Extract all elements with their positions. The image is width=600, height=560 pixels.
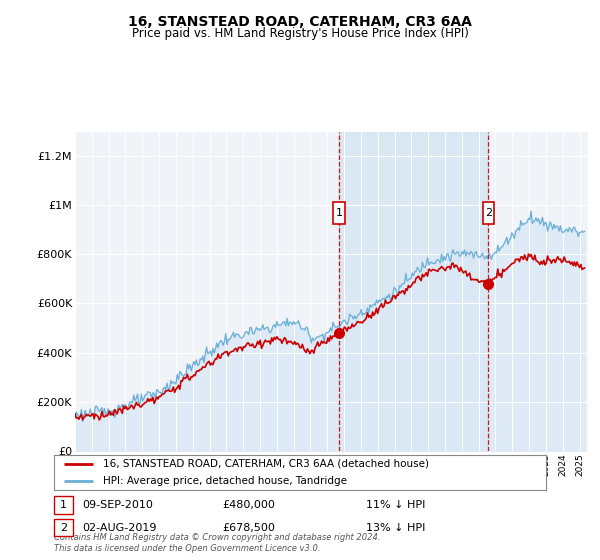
Text: 02-AUG-2019: 02-AUG-2019	[82, 522, 157, 533]
Text: £480,000: £480,000	[222, 500, 275, 510]
Text: 1: 1	[60, 500, 67, 510]
Text: 1: 1	[335, 208, 343, 218]
FancyBboxPatch shape	[333, 202, 345, 223]
Text: £678,500: £678,500	[222, 522, 275, 533]
Text: 11% ↓ HPI: 11% ↓ HPI	[366, 500, 425, 510]
Text: 13% ↓ HPI: 13% ↓ HPI	[366, 522, 425, 533]
Text: 16, STANSTEAD ROAD, CATERHAM, CR3 6AA: 16, STANSTEAD ROAD, CATERHAM, CR3 6AA	[128, 15, 472, 29]
Text: 16, STANSTEAD ROAD, CATERHAM, CR3 6AA (detached house): 16, STANSTEAD ROAD, CATERHAM, CR3 6AA (d…	[103, 459, 429, 469]
Text: Price paid vs. HM Land Registry's House Price Index (HPI): Price paid vs. HM Land Registry's House …	[131, 27, 469, 40]
Text: 2: 2	[60, 522, 67, 533]
Text: 2: 2	[485, 208, 492, 218]
Text: 09-SEP-2010: 09-SEP-2010	[82, 500, 153, 510]
Text: Contains HM Land Registry data © Crown copyright and database right 2024.
This d: Contains HM Land Registry data © Crown c…	[54, 533, 380, 553]
Text: HPI: Average price, detached house, Tandridge: HPI: Average price, detached house, Tand…	[103, 477, 347, 486]
FancyBboxPatch shape	[482, 202, 494, 223]
